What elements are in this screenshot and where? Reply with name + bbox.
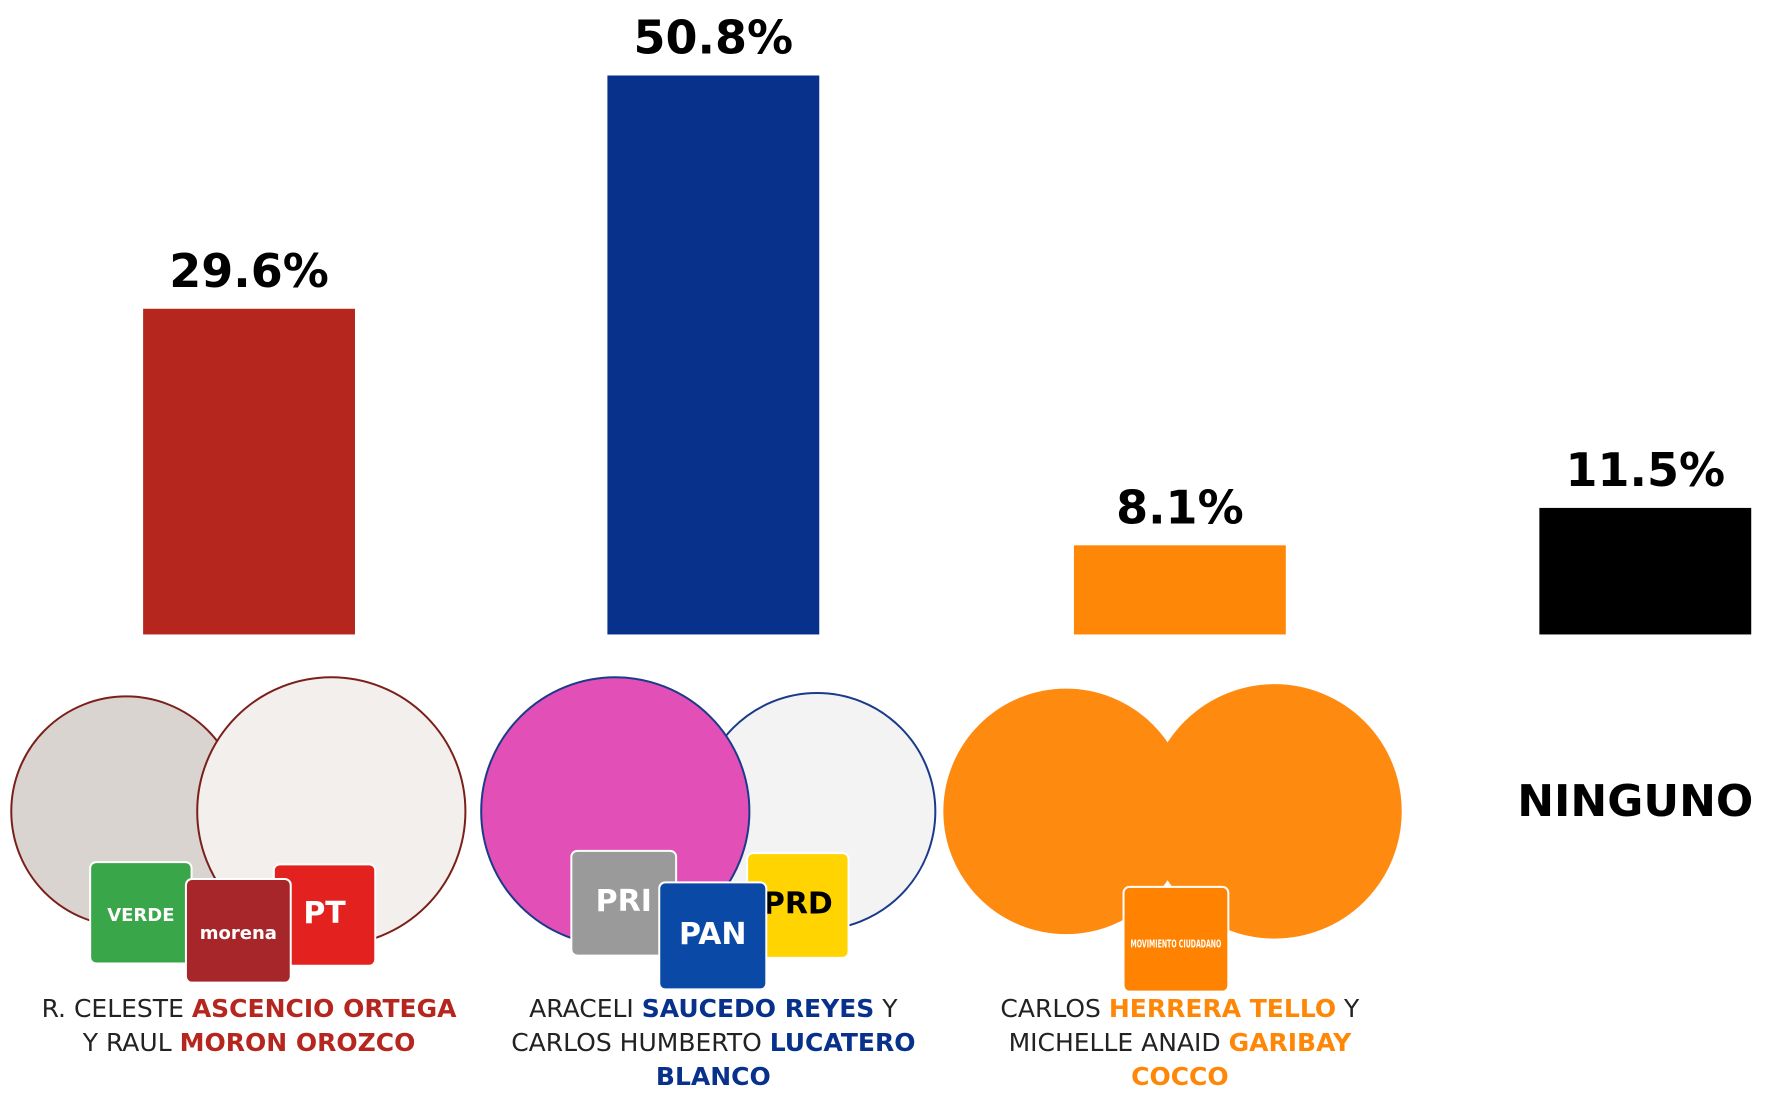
candidate-name: R. CELESTE ASCENCIO ORTEGA Y RAUL MORON … — [34, 992, 464, 1060]
bar — [1074, 545, 1286, 634]
bar — [607, 76, 819, 635]
surname: MORON OROZCO — [180, 1028, 416, 1057]
party-logo-text: PRI — [596, 884, 652, 919]
surname: SAUCEDO REYES — [642, 994, 875, 1023]
bar — [143, 309, 355, 635]
party-logo-text: VERDE — [107, 905, 174, 926]
value-label: 11.5% — [1565, 443, 1725, 497]
party-logo-text: PAN — [679, 917, 747, 952]
surname: ASCENCIO ORTEGA — [192, 994, 457, 1023]
given-name: ARACELI — [529, 994, 642, 1023]
party-logo-text: PT — [303, 896, 346, 931]
page: 29.6% VERDE PT morena 50.8% PRI PRD PAN 8.1% MOVI… — [0, 0, 1767, 1104]
given-name: Y RAUL — [83, 1028, 180, 1057]
given-name: R. CELESTE — [42, 994, 192, 1023]
value-label: 50.8% — [634, 11, 794, 65]
value-label: 29.6% — [169, 244, 329, 298]
value-label: 8.1% — [1116, 480, 1244, 534]
category-label: NINGUNO — [1515, 776, 1755, 827]
candidate-name: CARLOS HERRERA TELLO Y MICHELLE ANAID GA… — [965, 992, 1395, 1094]
party-logo-text: morena — [200, 923, 277, 944]
party-logo-text: MOVIMIENTO CIUDADANO — [1131, 937, 1222, 950]
given-name: CARLOS — [1000, 994, 1108, 1023]
chart: 29.6% VERDE PT morena 50.8% PRI PRD PAN 8.1% MOVI… — [0, 0, 1767, 1104]
party-logo-text: PRD — [763, 886, 833, 921]
surname: HERRERA TELLO — [1109, 994, 1336, 1023]
bar — [1539, 508, 1751, 635]
candidate-name: ARACELI SAUCEDO REYES Y CARLOS HUMBERTO … — [498, 992, 928, 1094]
